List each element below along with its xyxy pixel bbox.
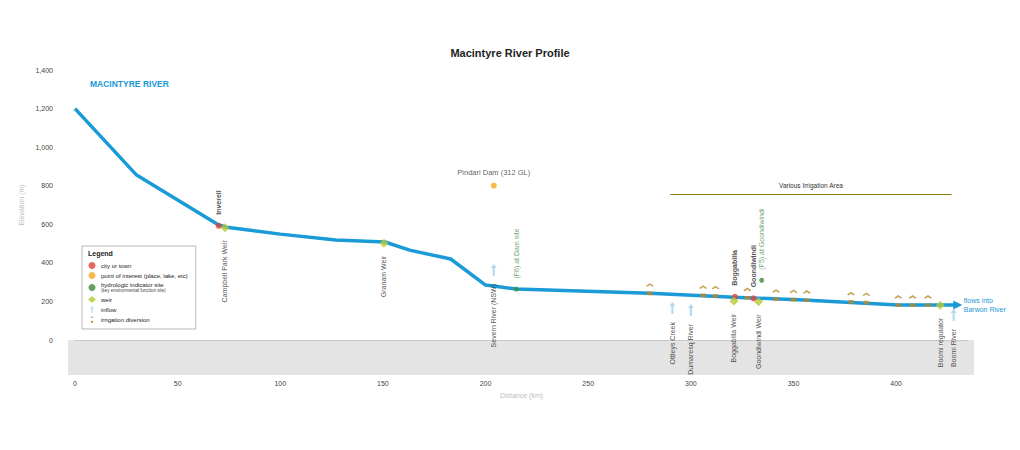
svg-text:city or town: city or town: [101, 263, 131, 269]
svg-text:Severn River (NSW): Severn River (NSW): [490, 284, 498, 347]
svg-text:300: 300: [685, 380, 697, 387]
svg-text:200: 200: [480, 380, 492, 387]
svg-text:1,400: 1,400: [35, 67, 53, 74]
svg-text:Boggabilla Weir: Boggabilla Weir: [730, 313, 738, 363]
svg-text:Pindari Dam (312 GL): Pindari Dam (312 GL): [457, 168, 530, 177]
svg-text:400: 400: [41, 259, 53, 266]
svg-text:0: 0: [73, 380, 77, 387]
svg-text:hydrologic indicator site: hydrologic indicator site: [101, 282, 164, 288]
svg-text:Granam Weir: Granam Weir: [380, 255, 387, 297]
svg-text:250: 250: [582, 380, 594, 387]
svg-text:weir: weir: [100, 297, 112, 303]
svg-text:350: 350: [788, 380, 800, 387]
svg-text:0: 0: [49, 337, 53, 344]
svg-text:200: 200: [41, 298, 53, 305]
svg-text:Boggabilla: Boggabilla: [731, 250, 739, 286]
svg-text:100: 100: [274, 380, 286, 387]
svg-text:Inverell: Inverell: [215, 190, 222, 215]
svg-text:600: 600: [41, 221, 53, 228]
svg-text:point of interest (place, lake: point of interest (place, lake, etc): [101, 273, 188, 279]
svg-text:inflow: inflow: [101, 307, 117, 313]
svg-text:Barwon River: Barwon River: [964, 306, 1007, 313]
svg-text:Goondiwindi: Goondiwindi: [750, 245, 757, 287]
svg-text:(F6) at Dam site: (F6) at Dam site: [513, 228, 521, 278]
svg-text:Goondiwindi Weir: Goondiwindi Weir: [755, 314, 762, 369]
svg-text:Various Irrigation Area: Various Irrigation Area: [779, 182, 843, 190]
svg-text:Macintyre River Profile: Macintyre River Profile: [450, 47, 569, 59]
svg-text:Boomi regulator: Boomi regulator: [937, 317, 945, 367]
svg-text:Campbell Park Weir: Campbell Park Weir: [221, 240, 229, 303]
svg-text:Elevation (m): Elevation (m): [18, 184, 26, 225]
svg-text:50: 50: [174, 380, 182, 387]
svg-text:Ottleys Creek: Ottleys Creek: [669, 321, 677, 364]
svg-text:(key environmental function si: (key environmental function site): [101, 288, 166, 293]
svg-text:800: 800: [41, 182, 53, 189]
svg-text:1,200: 1,200: [35, 105, 53, 112]
svg-text:Distance (km): Distance (km): [500, 392, 543, 400]
svg-text:1,000: 1,000: [35, 144, 53, 151]
svg-text:irrigation diversion: irrigation diversion: [101, 317, 150, 323]
svg-text:400: 400: [890, 380, 902, 387]
svg-text:flows into: flows into: [964, 297, 995, 304]
svg-text:Boomi River: Boomi River: [950, 328, 957, 367]
svg-text:150: 150: [377, 380, 389, 387]
svg-text:Legend: Legend: [88, 250, 113, 258]
svg-text:Dumaresq River: Dumaresq River: [687, 323, 695, 374]
svg-text:MACINTYRE RIVER: MACINTYRE RIVER: [90, 79, 169, 89]
svg-text:(F5) at Goondiwindi: (F5) at Goondiwindi: [758, 208, 766, 270]
